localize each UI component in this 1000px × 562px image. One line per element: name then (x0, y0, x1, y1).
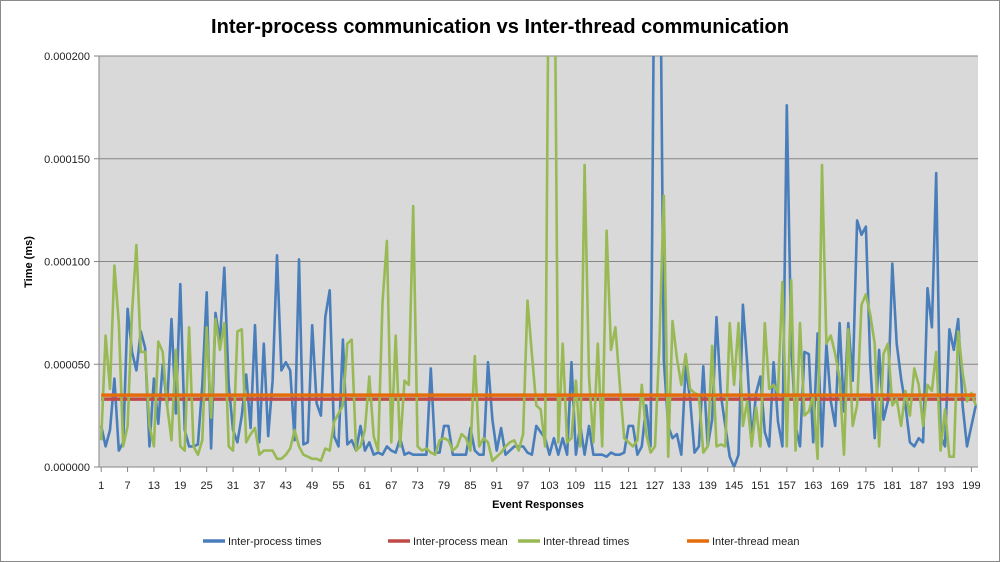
x-tick-label: 121 (619, 480, 637, 492)
x-tick-label: 151 (751, 480, 769, 492)
legend-label: Inter-thread times (543, 536, 630, 548)
x-tick-label: 67 (385, 480, 397, 492)
legend-label: Inter-process mean (413, 536, 508, 548)
x-tick-label: 163 (804, 480, 822, 492)
x-tick-label: 115 (593, 480, 611, 492)
series-inter-thread-times-line (99, 56, 978, 463)
x-tick-label: 55 (332, 480, 344, 492)
x-tick-label: 31 (227, 480, 239, 492)
x-tick-label: 1 (98, 480, 104, 492)
x-tick-label: 193 (936, 480, 954, 492)
y-tick-label: 0.000050 (44, 359, 90, 371)
chart-title: Inter-process communication vs Inter-thr… (211, 16, 789, 38)
x-tick-label: 169 (830, 480, 848, 492)
x-tick-label: 157 (778, 480, 796, 492)
x-tick-label: 127 (646, 480, 664, 492)
x-tick-label: 37 (253, 480, 265, 492)
x-tick-label: 19 (174, 480, 186, 492)
x-tick-label: 7 (125, 480, 131, 492)
x-tick-label: 109 (567, 480, 585, 492)
legend-label: Inter-thread mean (712, 536, 799, 548)
x-tick-label: 139 (699, 480, 717, 492)
series-inter-process-times-line (99, 56, 978, 467)
x-tick-label: 13 (148, 480, 160, 492)
y-tick-label: 0.000150 (44, 154, 90, 166)
x-tick-label: 91 (491, 480, 503, 492)
x-axis-label: Event Responses (492, 499, 584, 511)
x-tick-label: 79 (438, 480, 450, 492)
x-tick-label: 73 (412, 480, 424, 492)
y-axis-label: Time (ms) (23, 236, 35, 288)
x-tick-label: 85 (464, 480, 476, 492)
x-tick-label: 133 (672, 480, 690, 492)
x-tick-label: 43 (280, 480, 292, 492)
legend-label: Inter-process times (228, 536, 322, 548)
x-tick-label: 97 (517, 480, 529, 492)
y-tick-label: 0.000000 (44, 462, 90, 474)
x-tick-label: 199 (962, 480, 980, 492)
x-tick-label: 61 (359, 480, 371, 492)
x-tick-label: 25 (201, 480, 213, 492)
x-tick-label: 175 (857, 480, 875, 492)
y-tick-label: 0.000100 (44, 257, 90, 269)
y-tick-label: 0.000200 (44, 51, 90, 63)
x-tick-label: 49 (306, 480, 318, 492)
x-tick-label: 187 (909, 480, 927, 492)
x-tick-label: 145 (725, 480, 743, 492)
x-tick-label: 181 (883, 480, 901, 492)
x-tick-label: 103 (540, 480, 558, 492)
